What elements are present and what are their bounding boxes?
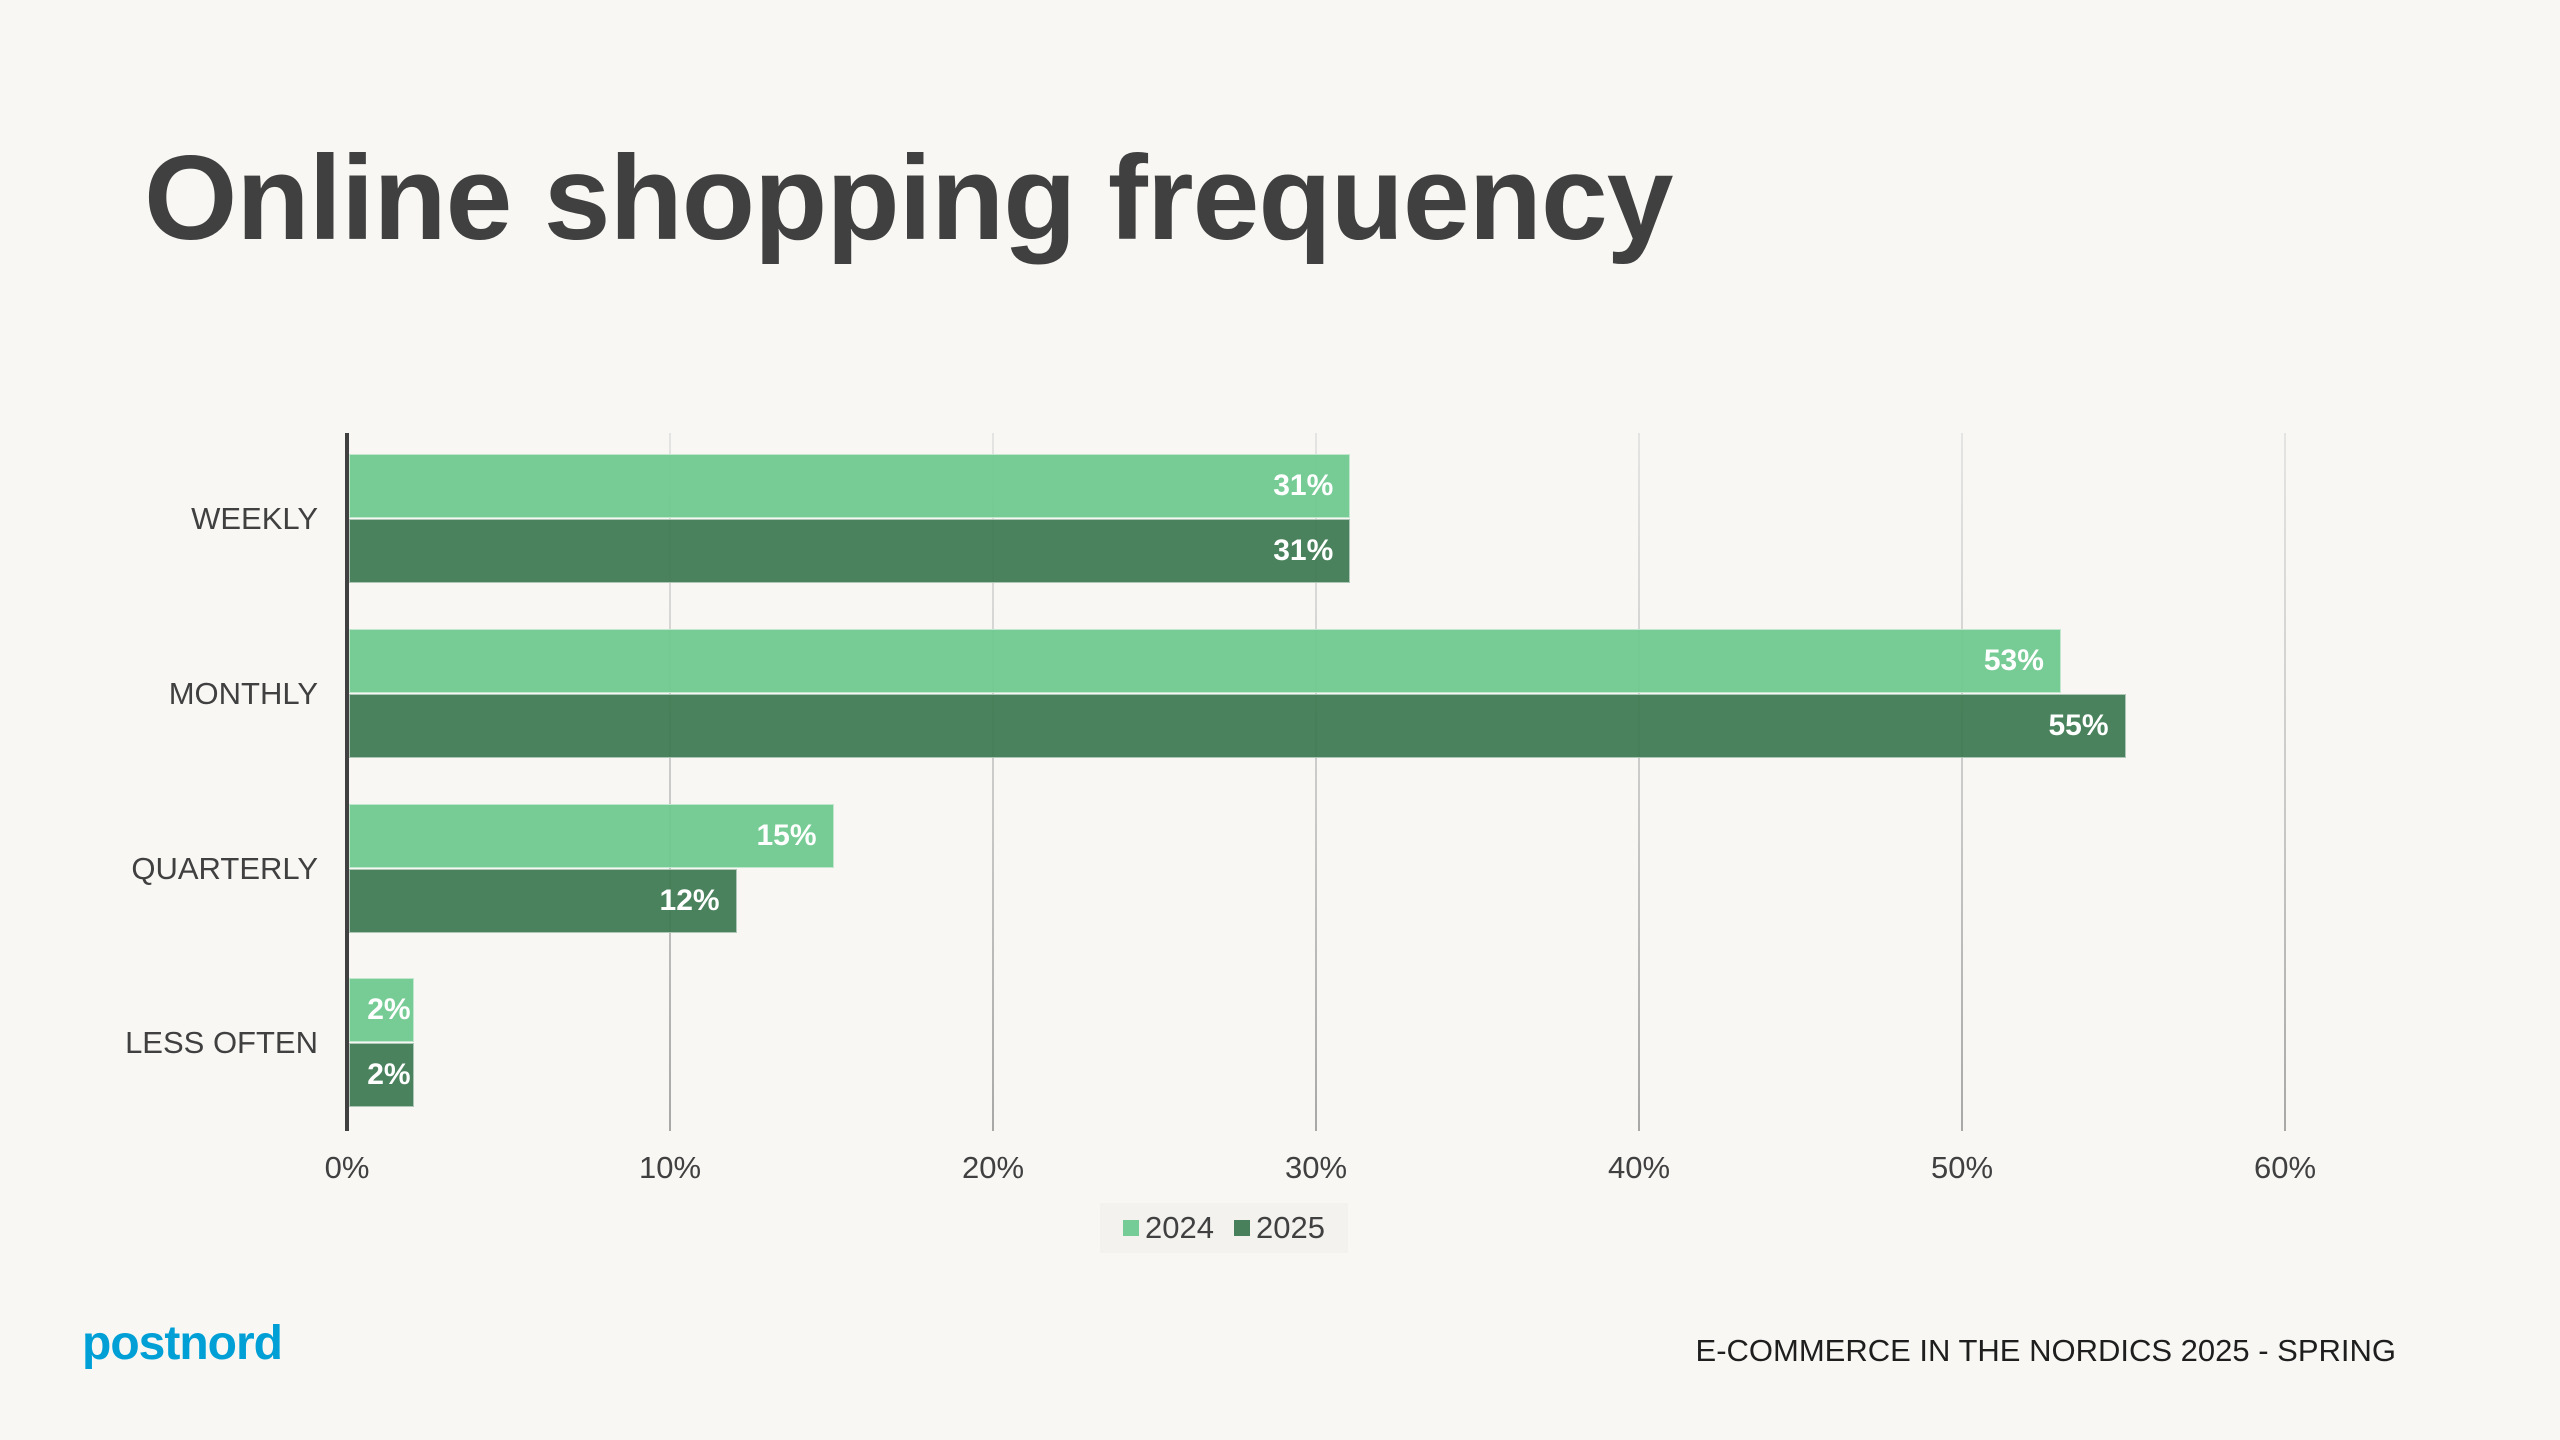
x-tick-label: 40% (1607, 1150, 1671, 1185)
bar-value-label: 2% (367, 993, 411, 1026)
bar-2024: 31% (349, 454, 1351, 518)
chart-legend: 2024 2025 (1100, 1203, 1348, 1253)
x-tick-label: 60% (2253, 1150, 2317, 1185)
legend-label-2024: 2024 (1145, 1210, 1214, 1245)
gridline (992, 433, 994, 1131)
bar-value-label: 12% (659, 884, 720, 917)
gridline (669, 433, 671, 1131)
legend-swatch-2025 (1234, 1220, 1250, 1236)
bar-2025: 2% (349, 1043, 414, 1107)
x-tick-label: 10% (638, 1150, 702, 1185)
bar-2024: 15% (349, 804, 834, 868)
bar-2024: 53% (349, 629, 2061, 693)
bar-value-label: 31% (1273, 534, 1334, 567)
bar-value-label: 15% (756, 819, 817, 852)
bar-2025: 31% (349, 519, 1351, 583)
postnord-logo: postnord (82, 1317, 283, 1370)
x-tick-label: 20% (961, 1150, 1025, 1185)
gridline (2284, 433, 2286, 1131)
page-title: Online shopping frequency (144, 131, 1673, 265)
x-tick-label: 50% (1930, 1150, 1994, 1185)
category-label: LESS OFTEN (125, 1025, 318, 1060)
bar-value-label: 53% (1983, 644, 2044, 677)
gridline (1315, 433, 1317, 1131)
x-tick-label: 0% (324, 1150, 370, 1185)
category-label: WEEKLY (191, 501, 318, 536)
bar-value-label: 55% (2048, 709, 2109, 742)
x-tick-label: 30% (1284, 1150, 1348, 1185)
gridline (1961, 433, 1963, 1131)
legend-swatch-2024 (1123, 1220, 1140, 1236)
legend-item-2024: 2024 (1123, 1210, 1214, 1246)
bar-2025: 12% (349, 869, 737, 933)
bar-value-label: 31% (1273, 469, 1334, 502)
legend-item-2025: 2025 (1234, 1210, 1325, 1246)
y-axis-line (345, 433, 349, 1131)
gridline (1638, 433, 1640, 1131)
bar-value-label: 2% (367, 1058, 411, 1091)
bar-2024: 2% (349, 978, 414, 1042)
legend-label-2025: 2025 (1256, 1210, 1325, 1245)
category-label: MONTHLY (168, 676, 318, 711)
bar-2025: 55% (349, 694, 2126, 758)
category-label: QUARTERLY (131, 851, 318, 886)
footer-caption: E-COMMERCE IN THE NORDICS 2025 - SPRING (1695, 1333, 2396, 1368)
